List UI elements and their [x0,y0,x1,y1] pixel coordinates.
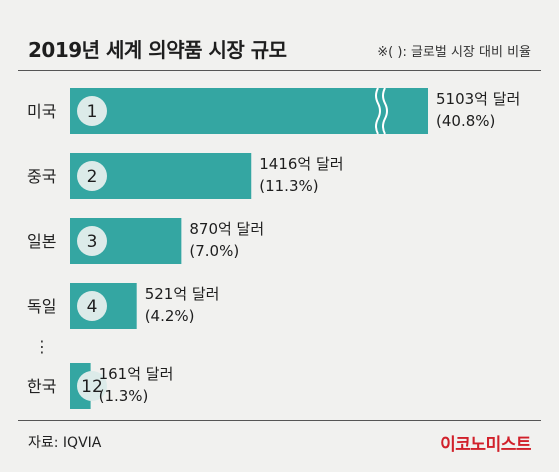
value-label: 521억 달러 [145,285,220,303]
bar [70,88,428,134]
share-label: (7.0%) [189,242,239,260]
rank-label: 3 [87,232,98,252]
top-rule [18,70,541,71]
share-label: (1.3%) [99,387,149,405]
ellipsis-mark: ⋮ [34,337,50,356]
rank-label: 12 [81,377,103,397]
source-text: 자료: IQVIA [28,435,102,451]
value-label: 5103억 달러 [436,90,520,108]
rank-circle [77,226,107,256]
share-label: (40.8%) [436,112,495,130]
rank-label: 4 [87,297,98,317]
category-label: 미국 [27,102,56,121]
value-label: 161억 달러 [99,365,174,383]
axis-break-mark [382,87,388,135]
share-label: (4.2%) [145,307,195,325]
bottom-rule [18,420,541,421]
rank-circle [77,291,107,321]
category-label: 독일 [27,297,56,316]
rank-circle [77,161,107,191]
chart-note: ※( ): 글로벌 시장 대비 비율 [377,45,531,60]
rank-circle [77,371,107,401]
value-label: 1416억 달러 [259,155,343,173]
chart-title: 2019년 세계 의약품 시장 규모 [28,38,287,62]
category-label: 일본 [27,232,56,251]
brand-logo: 이코노미스트 [440,435,531,455]
share-label: (11.3%) [259,177,318,195]
value-label: 870억 달러 [189,220,264,238]
category-label: 중국 [27,167,56,186]
rank-circle [77,96,107,126]
rank-label: 1 [87,102,98,122]
rank-label: 2 [87,167,98,187]
axis-break-mark [375,87,381,135]
category-label: 한국 [27,377,56,396]
